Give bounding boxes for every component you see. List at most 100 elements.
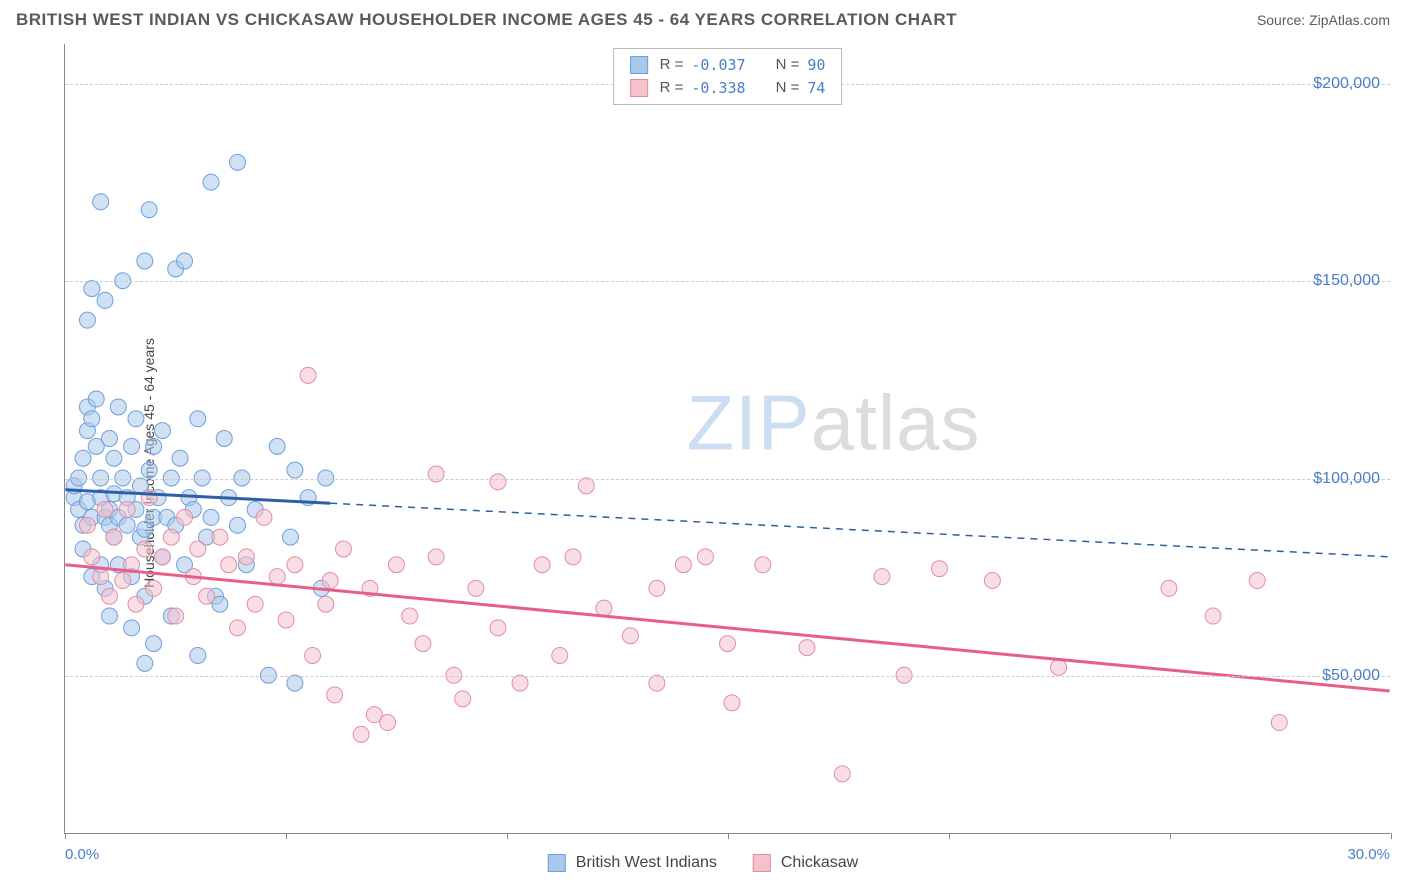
data-point (128, 596, 144, 612)
data-point (79, 312, 95, 328)
x-tick (1170, 833, 1171, 839)
data-point (287, 675, 303, 691)
data-point (269, 569, 285, 585)
data-point (101, 608, 117, 624)
data-point (318, 596, 334, 612)
data-point (221, 557, 237, 573)
data-point (106, 529, 122, 545)
plot-area: R = -0.037 N = 90 R = -0.338 N = 74 ZIPa… (64, 44, 1390, 834)
data-point (984, 573, 1000, 589)
x-axis-max-label: 30.0% (1347, 846, 1390, 863)
data-point (282, 529, 298, 545)
r-value-a: -0.037 (691, 54, 745, 77)
data-point (141, 202, 157, 218)
data-point (388, 557, 404, 573)
data-point (596, 600, 612, 616)
r-label: R = (660, 54, 684, 77)
data-point (79, 517, 95, 533)
data-point (238, 549, 254, 565)
data-point (512, 675, 528, 691)
data-point (256, 509, 272, 525)
data-point (278, 612, 294, 628)
data-point (300, 367, 316, 383)
data-point (137, 655, 153, 671)
data-point (84, 281, 100, 297)
y-tick-label: $50,000 (1322, 667, 1380, 685)
data-point (1205, 608, 1221, 624)
x-tick (507, 833, 508, 839)
data-point (305, 647, 321, 663)
data-point (287, 462, 303, 478)
data-point (172, 450, 188, 466)
y-tick-label: $200,000 (1313, 75, 1380, 93)
scatter-plot-svg (65, 44, 1390, 833)
data-point (154, 423, 170, 439)
data-point (578, 478, 594, 494)
data-point (649, 580, 665, 596)
data-point (428, 549, 444, 565)
legend-label-a: British West Indians (576, 854, 717, 872)
data-point (124, 620, 140, 636)
data-point (565, 549, 581, 565)
stats-row-b: R = -0.338 N = 74 (630, 77, 826, 100)
data-point (335, 541, 351, 557)
data-point (124, 438, 140, 454)
gridline (65, 281, 1390, 282)
data-point (230, 620, 246, 636)
data-point (353, 726, 369, 742)
trendline-dashed (330, 503, 1389, 557)
data-point (177, 253, 193, 269)
swatch-a-icon (630, 56, 648, 74)
data-point (534, 557, 550, 573)
data-point (84, 411, 100, 427)
data-point (141, 462, 157, 478)
x-tick (728, 833, 729, 839)
data-point (216, 431, 232, 447)
data-point (212, 529, 228, 545)
data-point (622, 628, 638, 644)
data-point (552, 647, 568, 663)
data-point (490, 474, 506, 490)
data-point (101, 431, 117, 447)
data-point (675, 557, 691, 573)
data-point (101, 588, 117, 604)
data-point (75, 450, 91, 466)
data-point (755, 557, 771, 573)
data-point (490, 620, 506, 636)
stats-row-a: R = -0.037 N = 90 (630, 54, 826, 77)
data-point (415, 636, 431, 652)
data-point (128, 411, 144, 427)
data-point (799, 640, 815, 656)
x-tick (1391, 833, 1392, 839)
chart-container: Householder Income Ages 45 - 64 years R … (16, 44, 1390, 882)
data-point (154, 549, 170, 565)
data-point (177, 509, 193, 525)
data-point (203, 509, 219, 525)
swatch-b-icon (630, 79, 648, 97)
data-point (146, 438, 162, 454)
data-point (106, 450, 122, 466)
data-point (168, 608, 184, 624)
y-tick-label: $150,000 (1313, 272, 1380, 290)
n-value-a: 90 (807, 54, 825, 77)
data-point (720, 636, 736, 652)
data-point (203, 174, 219, 190)
data-point (199, 588, 215, 604)
data-point (230, 154, 246, 170)
x-axis-min-label: 0.0% (65, 846, 99, 863)
x-tick (65, 833, 66, 839)
data-point (468, 580, 484, 596)
data-point (697, 549, 713, 565)
data-point (380, 715, 396, 731)
data-point (287, 557, 303, 573)
n-value-b: 74 (807, 77, 825, 100)
data-point (428, 466, 444, 482)
legend-swatch-a-icon (548, 854, 566, 872)
data-point (163, 529, 179, 545)
data-point (874, 569, 890, 585)
y-tick-label: $100,000 (1313, 470, 1380, 488)
data-point (137, 541, 153, 557)
legend-swatch-b-icon (753, 854, 771, 872)
stats-legend: R = -0.037 N = 90 R = -0.338 N = 74 (613, 48, 843, 105)
data-point (141, 490, 157, 506)
